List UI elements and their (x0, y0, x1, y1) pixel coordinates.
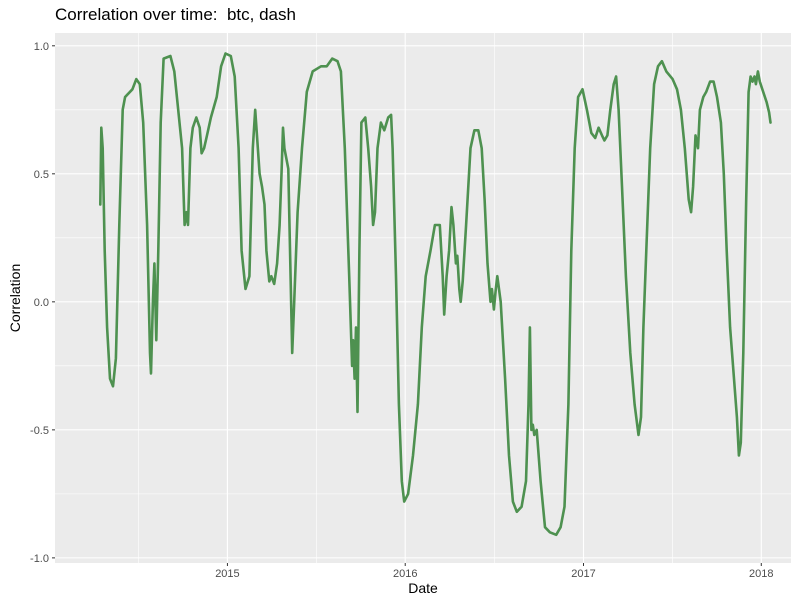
y-tick-label: 1.0 (34, 41, 49, 53)
y-tick-label: -0.5 (30, 425, 49, 437)
x-tick-label: 2017 (571, 568, 595, 580)
chart-title: Correlation over time: btc, dash (55, 5, 296, 24)
minor-gridlines (55, 33, 791, 563)
y-tick-label: -1.0 (30, 553, 49, 565)
series-layer (99, 52, 772, 537)
y-axis-title: Correlation (7, 264, 23, 332)
y-axis: -1.0 -0.5 0.0 0.5 1.0 (30, 41, 55, 565)
y-tick-label: 0.0 (34, 297, 49, 309)
x-tick-label: 2015 (215, 568, 239, 580)
x-axis-title: Date (408, 580, 438, 596)
series-line (99, 52, 772, 537)
y-tick-label: 0.5 (34, 169, 49, 181)
x-axis: 2015 2016 2017 2018 (215, 563, 774, 580)
x-tick-label: 2018 (749, 568, 773, 580)
x-tick-label: 2016 (393, 568, 417, 580)
